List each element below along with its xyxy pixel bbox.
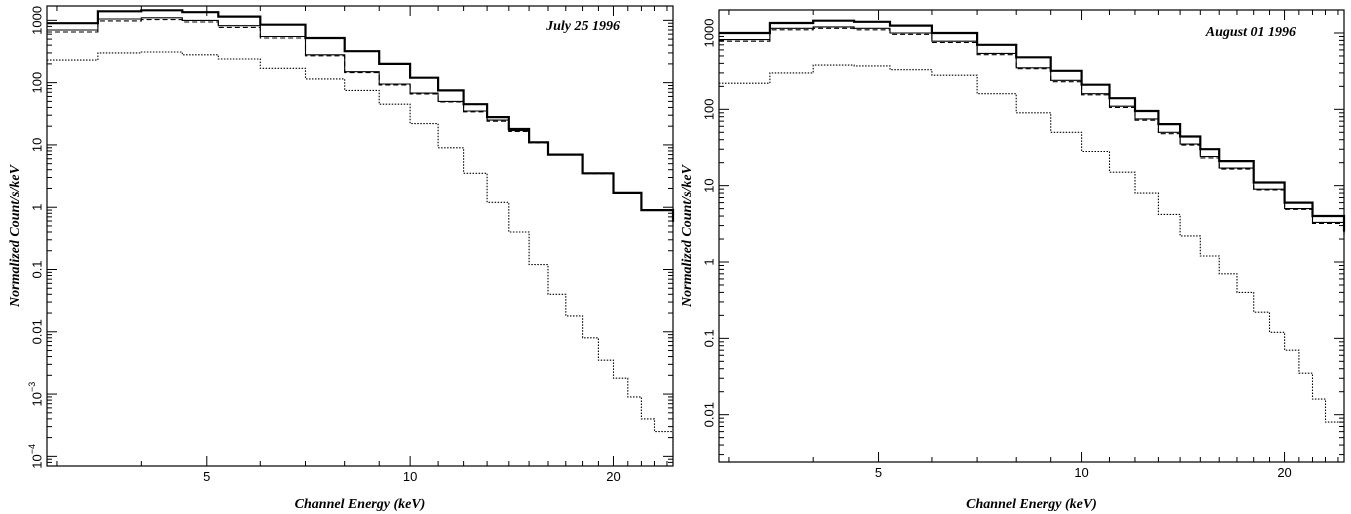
- x-tick-label: 10: [403, 469, 417, 484]
- y-tick-label: 100: [702, 98, 717, 120]
- y-tick-label: 0.01: [702, 402, 717, 427]
- plot-frame: [46, 5, 674, 467]
- y-tick-label: 10−4: [27, 444, 45, 469]
- x-axis-label: Channel Energy (keV): [295, 497, 426, 512]
- y-tick-label: 10−3: [27, 382, 45, 407]
- y-tick-label: 1000: [30, 6, 45, 35]
- chart-panel-july: 5 10 20 10−4 10−3 0.01 0.1 1 10 100 1000 July 25 1…: [8, 5, 675, 512]
- chart-title: July 25 1996: [545, 19, 620, 34]
- series-line-dotted: [47, 51, 674, 457]
- y-tick-label: 1: [702, 258, 717, 265]
- series-group: [47, 9, 675, 457]
- series-line-solid-thick: [719, 19, 1346, 232]
- chart-panel-august: 5 10 20 0.01 0.1 1 10 100 1000 August 01 1996 Ch…: [680, 9, 1346, 512]
- x-tick-label: 20: [1277, 465, 1291, 480]
- chart-title: August 01 1996: [1205, 25, 1296, 40]
- y-axis-label: Normalized Count/s/keV: [8, 163, 23, 308]
- x-tick-label: 5: [875, 465, 882, 480]
- y-tick-label: 10: [30, 138, 45, 152]
- x-axis-label: Channel Energy (keV): [966, 497, 1097, 512]
- axis-ticks: 5 10 20 10−4 10−3 0.01 0.1 1 10 100 1000: [27, 6, 673, 484]
- y-tick-label: 1: [30, 204, 45, 211]
- series-line-solid: [47, 17, 674, 222]
- x-tick-label: 20: [606, 469, 620, 484]
- series-line-dotted: [719, 64, 1345, 457]
- y-axis-label: Normalized Count/s/keV: [680, 163, 695, 308]
- axis-ticks: 5 10 20 0.01 0.1 1 10 100 1000: [702, 9, 1344, 480]
- y-tick-label: 10: [702, 178, 717, 192]
- y-tick-label: 0.1: [30, 260, 45, 278]
- plot-frame: [718, 9, 1345, 463]
- y-tick-label: 0.1: [702, 329, 717, 347]
- y-tick-label: 0.01: [30, 319, 45, 344]
- series-line-dashed: [719, 27, 1345, 236]
- x-tick-label: 10: [1074, 465, 1088, 480]
- series-line-dashed: [47, 19, 674, 223]
- series-line-solid: [719, 26, 1345, 235]
- y-tick-label: 100: [30, 72, 45, 94]
- series-group: [719, 19, 1346, 457]
- y-tick-label: 1000: [702, 19, 717, 48]
- x-tick-label: 5: [203, 469, 210, 484]
- series-line-solid-thick: [47, 9, 675, 222]
